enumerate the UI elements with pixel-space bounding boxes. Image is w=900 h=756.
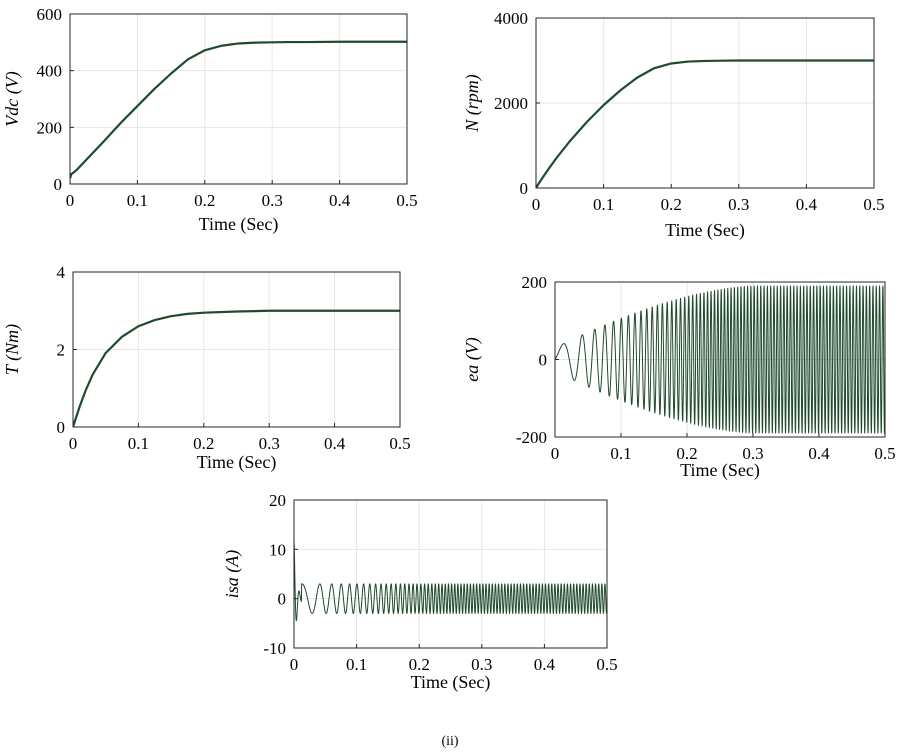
series-line: [70, 40, 407, 179]
y-tick-label: 0: [278, 590, 287, 609]
y-tick-label: -10: [263, 639, 286, 658]
x-axis-label: Time (Sec): [680, 460, 760, 481]
x-axis-label: Time (Sec): [411, 672, 491, 693]
x-tick-label: 0.4: [796, 195, 818, 214]
x-tick-label: 0: [66, 191, 75, 210]
plot-frame: [69, 13, 408, 185]
plot-area: [294, 500, 607, 648]
chart-vdc-svg: 0 0.1 0.2 0.3 0.4 0.5 0 200 400 600 Time (Sec) Vdc …: [2, 5, 418, 235]
x-tick-label: 0: [69, 434, 78, 453]
x-tick-label: 0.1: [610, 444, 631, 463]
chart-current: 0 0.1 0.2 0.3 0.4 0.5 -10 0 10 20 Time (Sec) isa (A…: [220, 488, 640, 703]
y-tick-label: 600: [37, 5, 63, 24]
x-tick-label: 0.4: [329, 191, 351, 210]
series-line: [294, 539, 607, 622]
y-tick-label: 0: [54, 175, 63, 194]
x-tick-label: 0: [290, 655, 299, 674]
x-tick-label: 0.2: [194, 191, 215, 210]
y-tick-label: 200: [522, 273, 548, 292]
y-axis-label: T (Nm): [2, 324, 23, 375]
plot-area: [70, 14, 407, 184]
chart-torque-svg: 0 0.1 0.2 0.3 0.4 0.5 0 2 4 Time (Sec) T (Nm): [2, 263, 411, 473]
chart-emf: 0 0.1 0.2 0.3 0.4 0.5 -200 0 200 Time (Sec) ea (V): [460, 258, 900, 493]
x-tick-label: 0.5: [874, 444, 895, 463]
x-tick-label: 0.5: [863, 195, 884, 214]
x-axis-label: Time (Sec): [665, 220, 745, 241]
y-axis-label: ea (V): [462, 337, 483, 381]
series-line: [536, 59, 874, 188]
x-tick-label: 0.3: [728, 195, 749, 214]
y-axis-label: Vdc (V): [2, 71, 23, 126]
x-tick-label: 0.5: [389, 434, 410, 453]
y-tick-label: 0: [57, 418, 66, 437]
x-tick-label: 0.1: [128, 434, 149, 453]
x-tick-label: 0.5: [596, 655, 617, 674]
chart-vdc: 0 0.1 0.2 0.3 0.4 0.5 0 200 400 600 Time (Sec) Vdc …: [0, 0, 430, 250]
y-tick-label: 20: [269, 491, 286, 510]
x-tick-label: 0.4: [534, 655, 556, 674]
x-tick-label: 0: [551, 444, 560, 463]
y-axis-label: isa (A): [222, 550, 243, 599]
chart-torque: 0 0.1 0.2 0.3 0.4 0.5 0 2 4 Time (Sec) T (Nm): [0, 258, 430, 483]
x-tick-label: 0.4: [808, 444, 830, 463]
x-tick-label: 0.1: [127, 191, 148, 210]
y-tick-label: 2: [57, 341, 66, 360]
x-tick-label: 0.5: [396, 191, 417, 210]
figure-caption: (ii): [441, 734, 459, 749]
x-tick-label: 0.3: [262, 191, 283, 210]
x-axis-label: Time (Sec): [199, 214, 279, 235]
chart-speed: 0 0.1 0.2 0.3 0.4 0.5 0 2000 4000 Time (Sec) N (rp…: [460, 0, 900, 250]
plot-frame: [293, 499, 608, 649]
y-tick-label: 2000: [494, 94, 528, 113]
x-tick-label: 0.1: [346, 655, 367, 674]
y-tick-label: -200: [516, 428, 547, 447]
chart-speed-svg: 0 0.1 0.2 0.3 0.4 0.5 0 2000 4000 Time (Sec) N (rp…: [462, 9, 885, 241]
y-tick-label: 0: [539, 351, 548, 370]
y-tick-label: 10: [269, 540, 286, 559]
x-tick-label: 0.4: [324, 434, 346, 453]
x-tick-label: 0.3: [471, 655, 492, 674]
x-axis-label: Time (Sec): [197, 452, 277, 473]
x-tick-label: 0.2: [409, 655, 430, 674]
y-tick-label: 4: [57, 263, 66, 282]
y-tick-label: 200: [37, 118, 63, 137]
x-tick-label: 0.3: [742, 444, 763, 463]
x-tick-label: 0.3: [259, 434, 280, 453]
y-tick-label: 400: [37, 62, 63, 81]
y-tick-label: 4000: [494, 9, 528, 28]
x-tick-label: 0.1: [593, 195, 614, 214]
y-axis-label: N (rpm): [462, 74, 483, 133]
x-tick-label: 0.2: [676, 444, 697, 463]
series-line: [73, 309, 400, 427]
x-tick-label: 0.2: [193, 434, 214, 453]
y-tick-label: 0: [520, 179, 529, 198]
series-line: [555, 285, 885, 434]
x-tick-label: 0: [532, 195, 541, 214]
x-tick-label: 0.2: [661, 195, 682, 214]
